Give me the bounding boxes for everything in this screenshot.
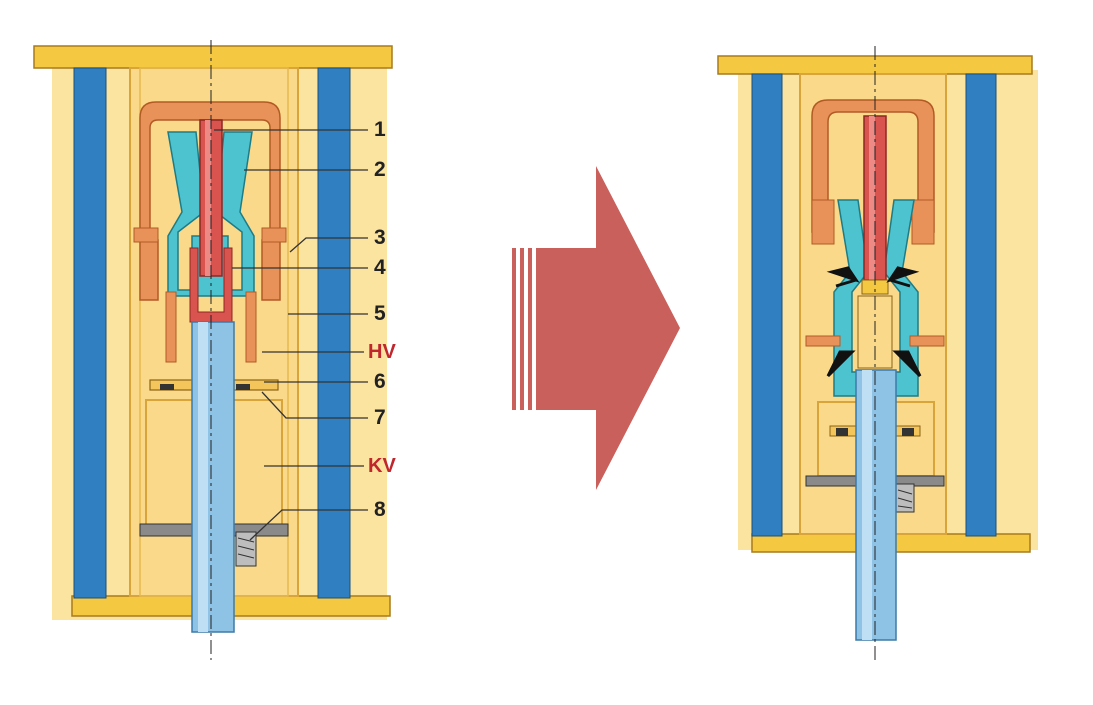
right-arrow-icon xyxy=(512,166,680,490)
label-6: 6 xyxy=(374,370,386,393)
label-2: 2 xyxy=(374,158,386,181)
right-flange-right xyxy=(911,199,935,245)
arrow-stripe-3 xyxy=(528,248,532,410)
right-bolt-left xyxy=(836,428,848,436)
right-flange-left xyxy=(811,199,835,245)
right-motion-arrow-lower-left xyxy=(826,350,856,378)
label-1: 1 xyxy=(374,118,386,141)
arrow-body xyxy=(536,166,680,490)
label-4: 4 xyxy=(374,256,386,279)
left-red-pin-highlight xyxy=(205,120,211,276)
left-flange-left xyxy=(133,227,159,243)
right-red-pin-highlight xyxy=(869,116,875,280)
label-5: 5 xyxy=(374,302,386,325)
left-leader-lines xyxy=(214,129,368,541)
left-bolt-left xyxy=(160,384,174,390)
label-3: 3 xyxy=(374,226,386,249)
right-lower-flange-left xyxy=(805,335,841,347)
right-bolt-right xyxy=(902,428,914,436)
right-blue-rod-highlight xyxy=(862,370,872,640)
left-top-cap xyxy=(33,45,393,69)
right-motion-arrow-upper-right xyxy=(886,266,920,288)
right-insulator-wall-right xyxy=(965,73,997,537)
left-spring-coils xyxy=(237,537,255,559)
label-kv: KV xyxy=(368,455,396,477)
left-insulator-wall-left xyxy=(73,67,107,599)
right-motion-arrow-upper-left xyxy=(826,266,860,288)
left-flange-right xyxy=(261,227,287,243)
label-7: 7 xyxy=(374,406,386,429)
arrow-stripe-1 xyxy=(512,248,516,410)
right-spring-coils xyxy=(897,489,913,509)
right-lower-flange-right xyxy=(909,335,945,347)
left-finger-right xyxy=(245,291,257,363)
right-insulator-wall-left xyxy=(751,73,783,537)
right-motion-arrow-lower-right xyxy=(892,350,922,378)
left-bolt-right xyxy=(236,384,250,390)
left-assembly xyxy=(33,40,393,660)
left-blue-rod-highlight xyxy=(198,322,208,632)
left-contact-cup xyxy=(139,101,281,301)
right-assembly xyxy=(717,46,1038,662)
arrow-stripe-2 xyxy=(520,248,524,410)
left-finger-left xyxy=(165,291,177,363)
label-hv: HV xyxy=(368,341,396,363)
left-insulator-wall-right xyxy=(317,67,351,599)
label-8: 8 xyxy=(374,498,386,521)
